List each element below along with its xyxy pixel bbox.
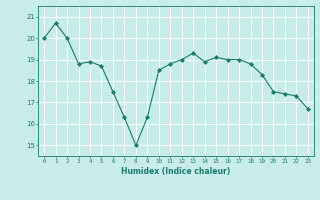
X-axis label: Humidex (Indice chaleur): Humidex (Indice chaleur) (121, 167, 231, 176)
